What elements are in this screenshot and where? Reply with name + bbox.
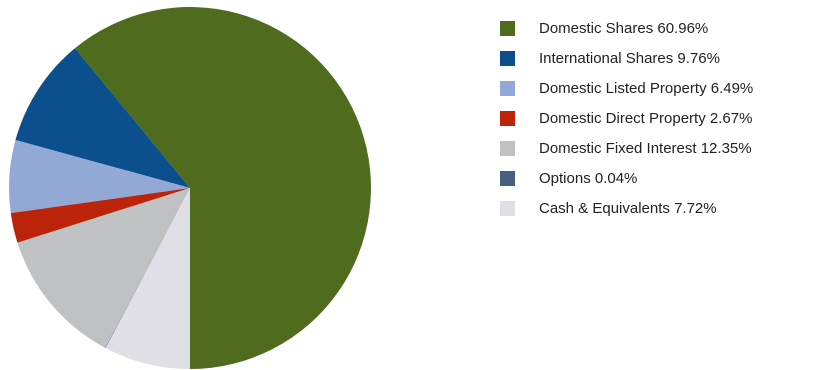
- pie-slice-5: [105, 188, 190, 349]
- legend-item: Domestic Shares 60.96%: [500, 13, 753, 43]
- legend-label: Domestic Listed Property 6.49%: [539, 79, 754, 97]
- legend-item: Domestic Listed Property 6.49%: [500, 73, 753, 103]
- pie-slice-2: [8, 139, 190, 214]
- pie-slice-3: [10, 188, 190, 243]
- pie-slice-0: [74, 7, 371, 370]
- legend-item: Options 0.04%: [500, 163, 753, 193]
- legend-label: Domestic Direct Property 2.67%: [539, 109, 753, 127]
- legend-swatch: [500, 200, 515, 216]
- legend-label: International Shares 9.76%: [539, 49, 720, 67]
- pie-slice-4: [17, 188, 190, 348]
- legend-item: Domestic Fixed Interest 12.35%: [500, 133, 753, 163]
- legend-swatch: [500, 20, 515, 36]
- pie-chart: [8, 7, 371, 370]
- legend-swatch: [500, 110, 515, 126]
- legend-swatch: [500, 50, 515, 66]
- legend-label: Domestic Fixed Interest 12.35%: [539, 139, 752, 157]
- legend-label: Options 0.04%: [539, 169, 638, 187]
- legend-label: Domestic Shares 60.96%: [539, 19, 709, 37]
- legend-swatch: [500, 170, 515, 186]
- pie-slice-6: [105, 188, 190, 369]
- legend-swatch: [500, 80, 515, 96]
- legend-label: Cash & Equivalents 7.72%: [539, 199, 717, 217]
- legend-item: Cash & Equivalents 7.72%: [500, 193, 753, 223]
- legend-swatch: [500, 140, 515, 156]
- pie-slice-1: [15, 48, 191, 188]
- legend-item: International Shares 9.76%: [500, 43, 753, 73]
- legend: Domestic Shares 60.96% International Shar…: [500, 13, 753, 223]
- legend-item: Domestic Direct Property 2.67%: [500, 103, 753, 133]
